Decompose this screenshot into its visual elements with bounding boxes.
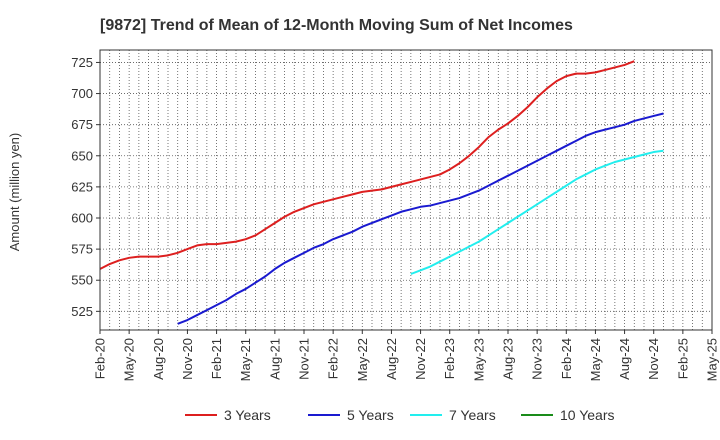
- y-axis-label: Amount (million yen): [7, 133, 22, 252]
- x-tick-label: Feb-22: [326, 338, 341, 379]
- legend-label: 5 Years: [347, 407, 394, 423]
- series-line-3-years: [99, 60, 635, 270]
- x-tick-label: Feb-24: [559, 338, 574, 379]
- series-line-5-years: [177, 112, 664, 325]
- x-tick-label: May-25: [705, 338, 720, 381]
- x-tick-label: Nov-21: [297, 338, 312, 380]
- y-axis-ticks: 525 550 575 600 625 650 675 700 725: [71, 55, 100, 319]
- x-tick-label: Aug-20: [151, 338, 166, 380]
- x-tick-label: Feb-21: [209, 338, 224, 379]
- x-tick-label: May-22: [355, 338, 370, 381]
- legend-label: 3 Years: [224, 407, 271, 423]
- x-tick-label: Aug-21: [267, 338, 282, 380]
- x-tick-label: Aug-22: [384, 338, 399, 380]
- y-tick-label: 675: [71, 117, 93, 132]
- legend: 3 Years 5 Years 7 Years 10 Years: [185, 407, 615, 423]
- x-axis-ticks: Feb-20 May-20 Aug-20 Nov-20 Feb-21 May-21 Aug-…: [93, 330, 720, 381]
- y-tick-label: 725: [71, 55, 93, 70]
- y-tick-label: 650: [71, 148, 93, 163]
- x-tick-label: Nov-20: [180, 338, 195, 380]
- plot-series: [99, 60, 664, 325]
- y-tick-label: 575: [71, 242, 93, 257]
- legend-label: 10 Years: [560, 407, 615, 423]
- x-tick-label: Aug-23: [501, 338, 516, 380]
- plot-frame: [99, 49, 713, 331]
- y-tick-label: 625: [71, 179, 93, 194]
- x-tick-label: Nov-24: [646, 338, 661, 380]
- y-tick-label: 525: [71, 304, 93, 319]
- x-tick-label: May-20: [122, 338, 137, 381]
- y-tick-label: 550: [71, 273, 93, 288]
- series-line-7-years: [410, 149, 664, 275]
- x-tick-label: Aug-24: [617, 338, 632, 380]
- x-tick-label: May-21: [238, 338, 253, 381]
- x-tick-label: Nov-22: [413, 338, 428, 380]
- chart-title: [9872] Trend of Mean of 12-Month Moving …: [100, 17, 573, 34]
- y-tick-label: 700: [71, 86, 93, 101]
- x-tick-label: Nov-23: [530, 338, 545, 380]
- x-tick-label: Feb-23: [442, 338, 457, 379]
- x-tick-label: Feb-20: [93, 338, 108, 379]
- x-tick-label: May-23: [471, 338, 486, 381]
- legend-label: 7 Years: [449, 407, 496, 423]
- y-tick-label: 600: [71, 211, 93, 226]
- x-tick-label: May-24: [588, 338, 603, 381]
- x-tick-label: Feb-25: [675, 338, 690, 379]
- grid: [100, 50, 712, 330]
